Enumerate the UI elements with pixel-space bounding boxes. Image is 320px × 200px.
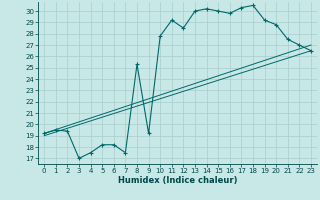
X-axis label: Humidex (Indice chaleur): Humidex (Indice chaleur) — [118, 176, 237, 185]
